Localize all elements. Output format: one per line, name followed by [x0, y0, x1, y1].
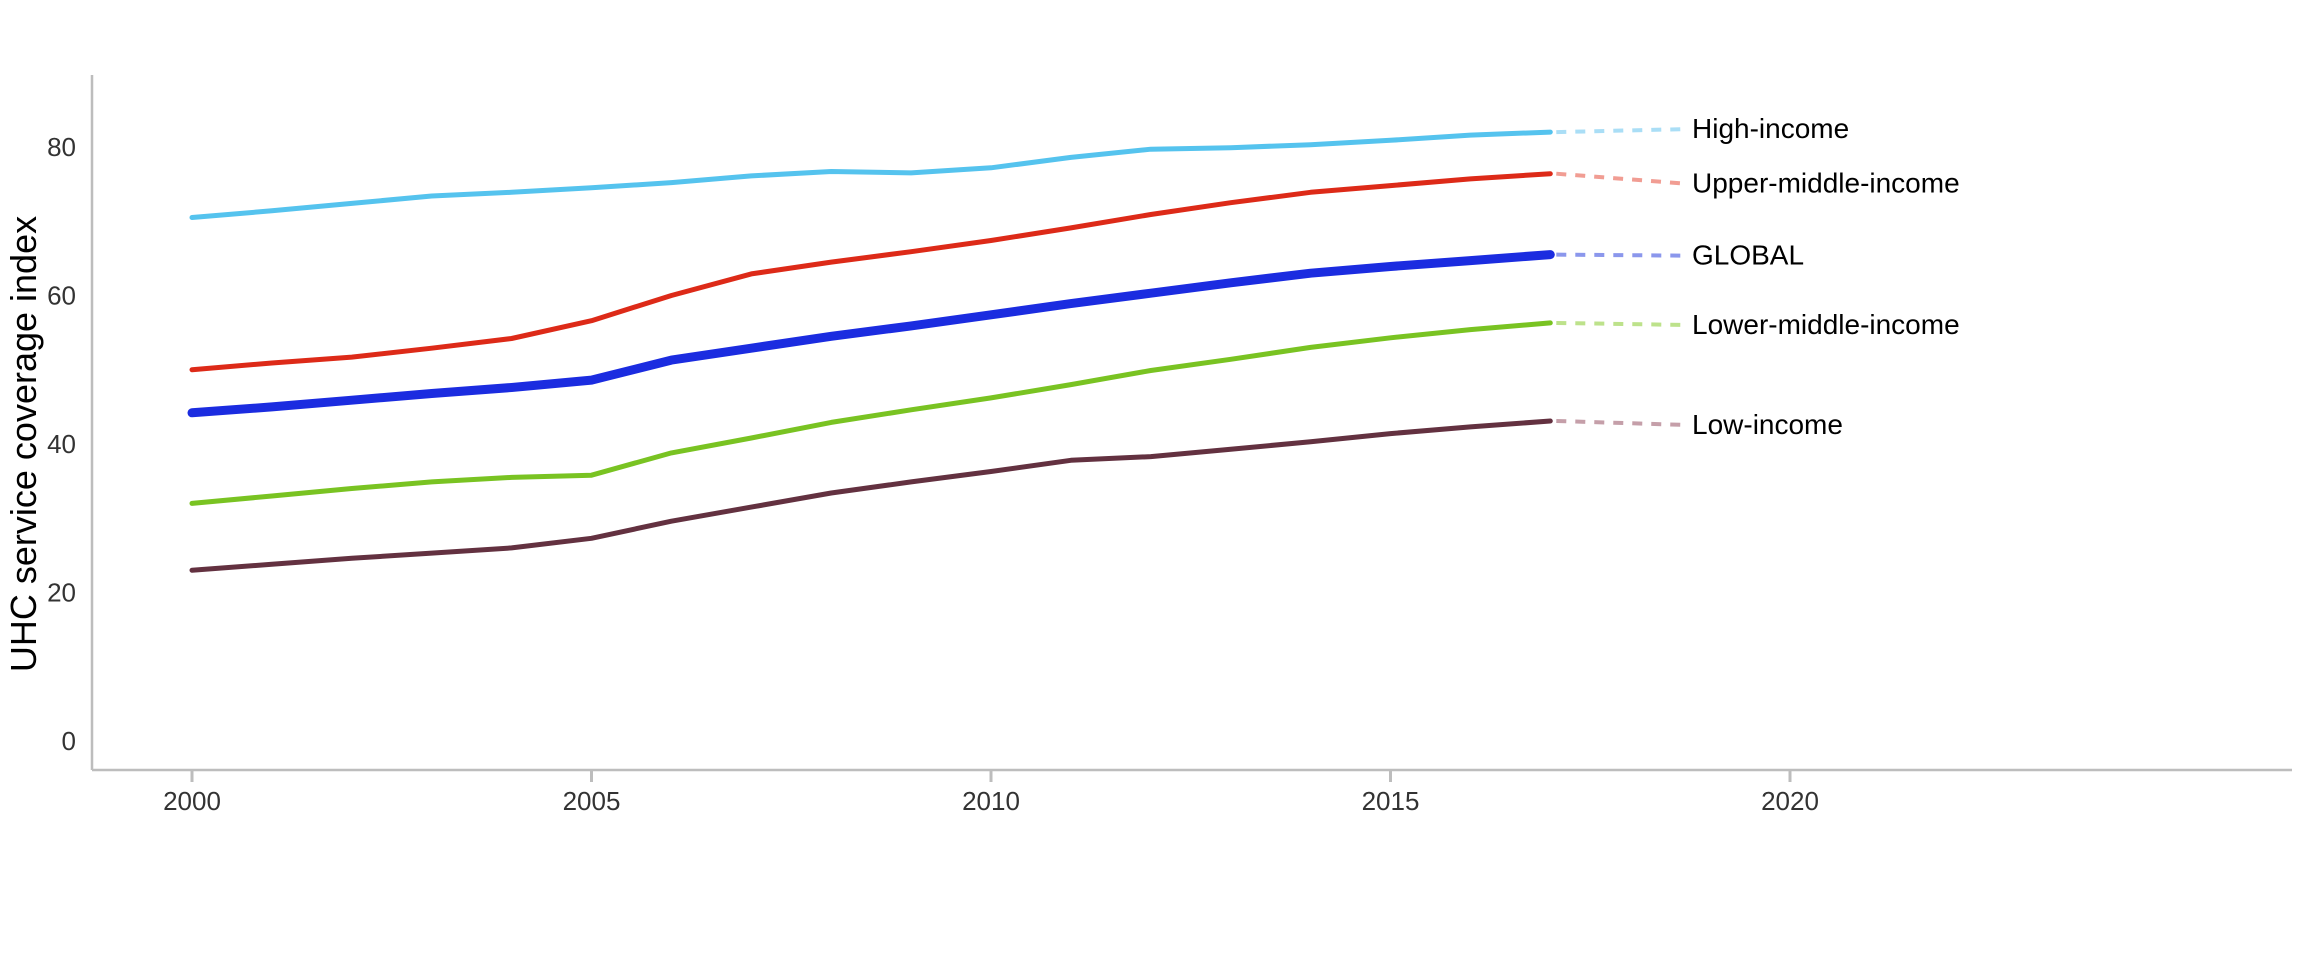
- x-tick-label-2020: 2020: [1761, 786, 1819, 816]
- x-tick-label-2010: 2010: [962, 786, 1020, 816]
- series-label-global: GLOBAL: [1692, 240, 1804, 271]
- y-tick-label-60: 60: [47, 280, 76, 310]
- leader-line-upper-middle-income: [1556, 171, 1687, 186]
- y-tick-label-20: 20: [47, 577, 76, 607]
- x-tick-label-2005: 2005: [563, 786, 621, 816]
- x-tick-label-2000: 2000: [163, 786, 221, 816]
- series-line-low-income: [189, 418, 1553, 573]
- y-axis-ticks: 0 20 40 60 80: [47, 132, 76, 756]
- leader-line-low-income: [1556, 418, 1687, 427]
- series-label-low-income: Low-income: [1692, 409, 1843, 440]
- x-tick-label-2015: 2015: [1362, 786, 1420, 816]
- series-label-lower-middle-income: Lower-middle-income: [1692, 309, 1960, 340]
- series-label-upper-middle-income: Upper-middle-income: [1692, 168, 1960, 199]
- leader-line-global: [1556, 252, 1687, 258]
- leader-line-high-income: [1556, 127, 1687, 135]
- y-tick-label-80: 80: [47, 132, 76, 162]
- y-tick-label-0: 0: [62, 726, 76, 756]
- series-line-lower-middle-income: [189, 320, 1553, 506]
- leader-line-lower-middle-income: [1556, 320, 1687, 327]
- series-line-upper-middle-income: [189, 171, 1553, 373]
- series-label-high-income: High-income: [1692, 113, 1849, 144]
- y-tick-label-40: 40: [47, 429, 76, 459]
- y-axis-title-text: UHC service coverage index: [3, 216, 44, 672]
- x-axis-ticks: 2000 2005 2010 2015 2020: [163, 770, 1819, 816]
- series-lines: [187, 129, 1555, 573]
- series-line-high-income: [189, 129, 1553, 220]
- y-axis-title: UHC service coverage index: [3, 216, 44, 672]
- series-leader-lines: [1556, 127, 1687, 427]
- series-direct-labels: High-income Upper-middle-income GLOBAL Lowe…: [1692, 113, 1960, 440]
- series-line-global: [187, 250, 1555, 418]
